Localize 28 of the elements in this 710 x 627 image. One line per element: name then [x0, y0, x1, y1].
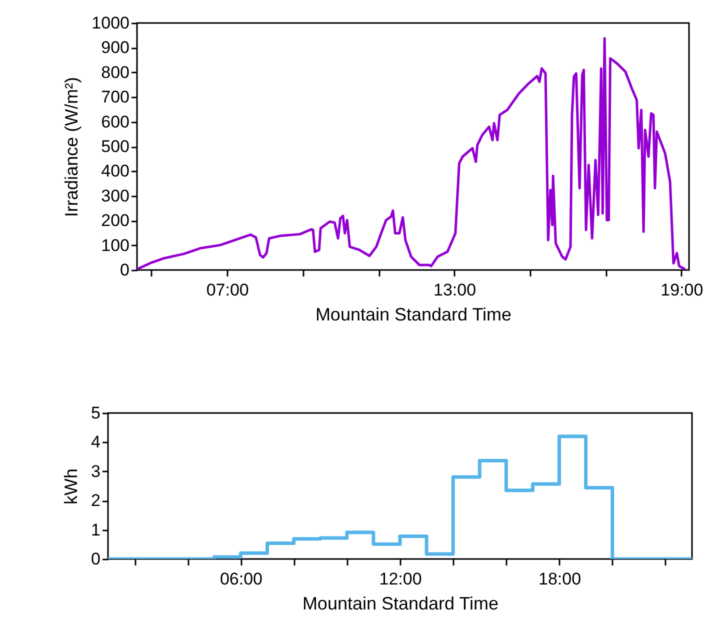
- y-tick-label: 0: [91, 550, 100, 568]
- y-tick-label: 500: [101, 137, 130, 156]
- x-axis-title: Mountain Standard Time: [302, 594, 499, 614]
- y-tick-label: 700: [101, 88, 130, 107]
- y-tick-label: 1000: [92, 14, 130, 32]
- y-tick-label: 3: [91, 462, 100, 481]
- y-tick-label: 0: [120, 260, 130, 280]
- y-axis-title: kWh: [61, 468, 82, 504]
- y-tick-label: 300: [101, 186, 130, 206]
- y-tick-label: 800: [101, 62, 130, 82]
- y-tick-label: 100: [101, 236, 130, 255]
- x-axis-title: Mountain Standard Time: [315, 304, 512, 324]
- x-tick-label: 19:00: [660, 280, 704, 300]
- y-tick-label: 600: [101, 112, 130, 132]
- y-tick-label: 200: [101, 211, 130, 230]
- x-tick-label: 07:00: [206, 280, 249, 300]
- y-tick-label: 2: [91, 491, 100, 510]
- y-tick-label: 900: [101, 38, 130, 58]
- y-tick-label: 1: [91, 520, 100, 540]
- x-tick-label: 13:00: [433, 280, 476, 300]
- y-tick-label: 400: [101, 162, 130, 181]
- x-tick-label: 18:00: [538, 570, 582, 588]
- x-tick-label: 12:00: [379, 570, 422, 588]
- x-tick-label: 06:00: [220, 570, 262, 588]
- y-axis-title: Irradiance (W/m²): [62, 76, 82, 218]
- y-tick-label: 4: [91, 432, 100, 452]
- y-tick-label: 5: [91, 404, 100, 422]
- line-series: [137, 37, 686, 270]
